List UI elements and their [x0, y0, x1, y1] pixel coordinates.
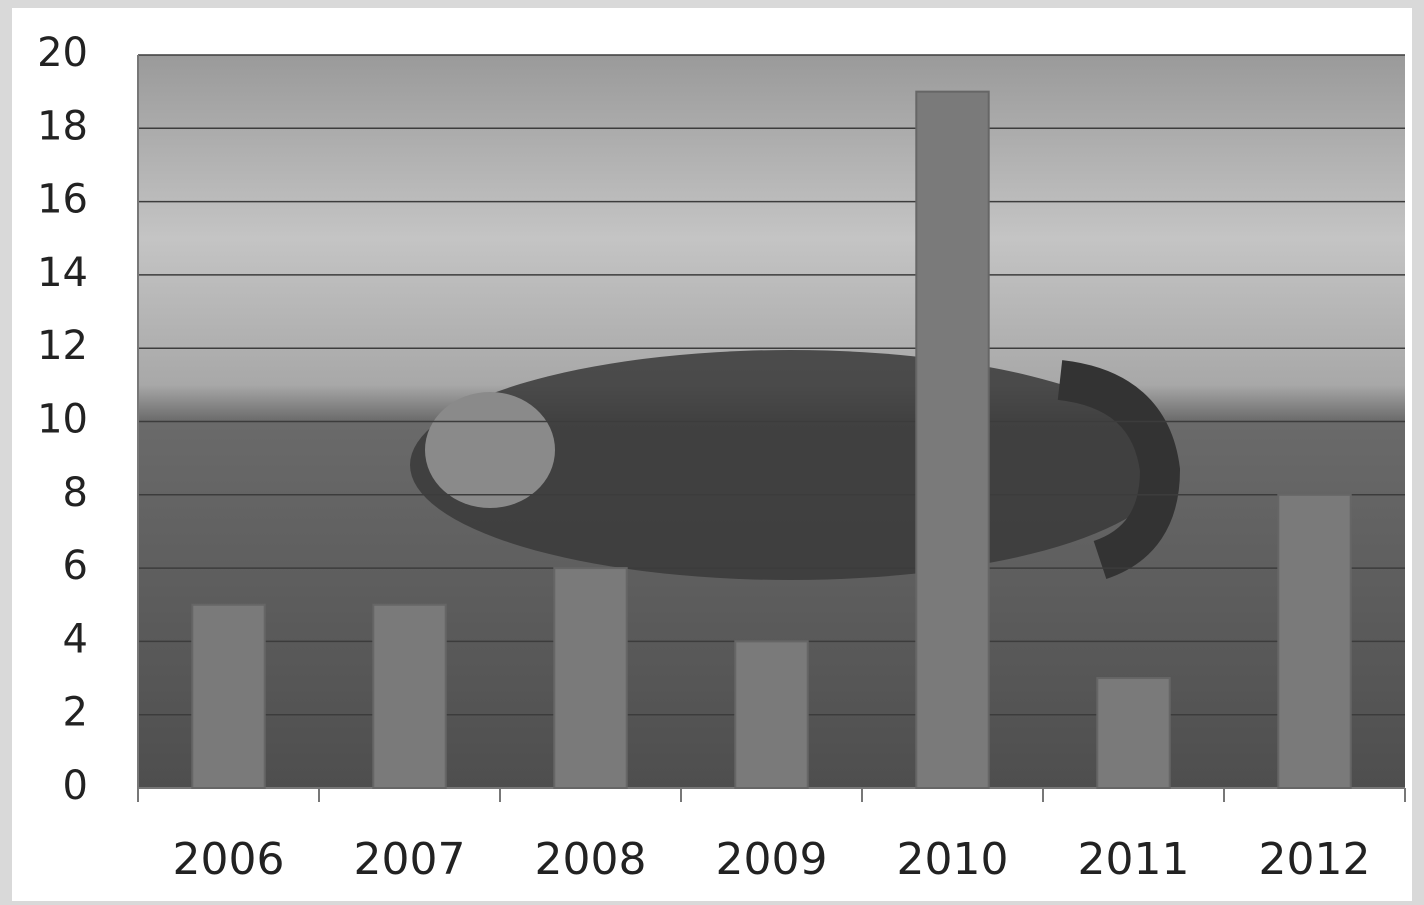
bar	[915, 90, 990, 789]
y-tick-label: 10	[37, 397, 88, 443]
y-tick-label: 16	[37, 177, 88, 223]
x-tick-label: 2009	[716, 834, 828, 885]
x-tick-label: 2007	[354, 834, 466, 885]
y-tick-label: 18	[37, 103, 88, 149]
x-tick-label: 2012	[1259, 834, 1371, 885]
y-tick-label: 4	[63, 616, 88, 662]
x-tick-label: 2011	[1078, 834, 1190, 885]
x-tick-label: 2008	[535, 834, 647, 885]
x-tick-label: 2006	[173, 834, 285, 885]
y-tick-label: 20	[37, 30, 88, 76]
y-tick-label: 8	[63, 470, 88, 516]
y-tick-label: 14	[37, 250, 88, 296]
y-tick-label: 12	[37, 323, 88, 369]
bar	[1277, 493, 1352, 789]
bar	[553, 567, 628, 789]
bar	[1096, 677, 1171, 789]
bar	[372, 603, 447, 789]
bar	[191, 603, 266, 789]
x-tick-label: 2010	[897, 834, 1009, 885]
y-tick-label: 2	[63, 690, 88, 736]
y-tick-label: 0	[63, 763, 88, 809]
bar	[734, 640, 809, 790]
y-tick-label: 6	[63, 543, 88, 589]
